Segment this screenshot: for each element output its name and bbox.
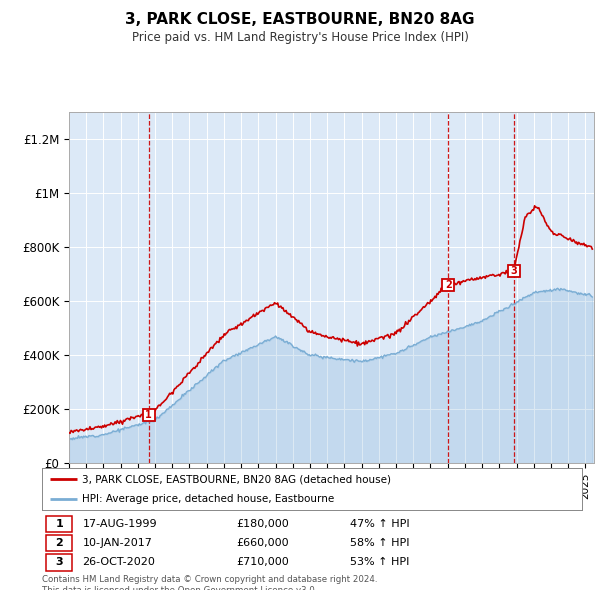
- Text: 53% ↑ HPI: 53% ↑ HPI: [350, 558, 409, 568]
- Text: 1: 1: [145, 409, 152, 419]
- Text: 17-AUG-1999: 17-AUG-1999: [83, 519, 157, 529]
- Text: Price paid vs. HM Land Registry's House Price Index (HPI): Price paid vs. HM Land Registry's House …: [131, 31, 469, 44]
- Text: HPI: Average price, detached house, Eastbourne: HPI: Average price, detached house, East…: [83, 494, 335, 504]
- Text: 3: 3: [55, 558, 63, 568]
- Text: 10-JAN-2017: 10-JAN-2017: [83, 539, 152, 548]
- Text: £660,000: £660,000: [236, 539, 289, 548]
- Text: £180,000: £180,000: [236, 519, 289, 529]
- Text: 2: 2: [445, 280, 452, 290]
- Text: £710,000: £710,000: [236, 558, 289, 568]
- Text: Contains HM Land Registry data © Crown copyright and database right 2024.
This d: Contains HM Land Registry data © Crown c…: [42, 575, 377, 590]
- Text: 1: 1: [55, 519, 63, 529]
- Text: 26-OCT-2020: 26-OCT-2020: [83, 558, 155, 568]
- Text: 2: 2: [55, 539, 63, 548]
- FancyBboxPatch shape: [46, 535, 72, 552]
- Text: 3: 3: [510, 267, 517, 277]
- FancyBboxPatch shape: [46, 555, 72, 571]
- Text: 3, PARK CLOSE, EASTBOURNE, BN20 8AG (detached house): 3, PARK CLOSE, EASTBOURNE, BN20 8AG (det…: [83, 474, 392, 484]
- Text: 58% ↑ HPI: 58% ↑ HPI: [350, 539, 409, 548]
- FancyBboxPatch shape: [46, 516, 72, 532]
- Text: 47% ↑ HPI: 47% ↑ HPI: [350, 519, 409, 529]
- Text: 3, PARK CLOSE, EASTBOURNE, BN20 8AG: 3, PARK CLOSE, EASTBOURNE, BN20 8AG: [125, 12, 475, 27]
